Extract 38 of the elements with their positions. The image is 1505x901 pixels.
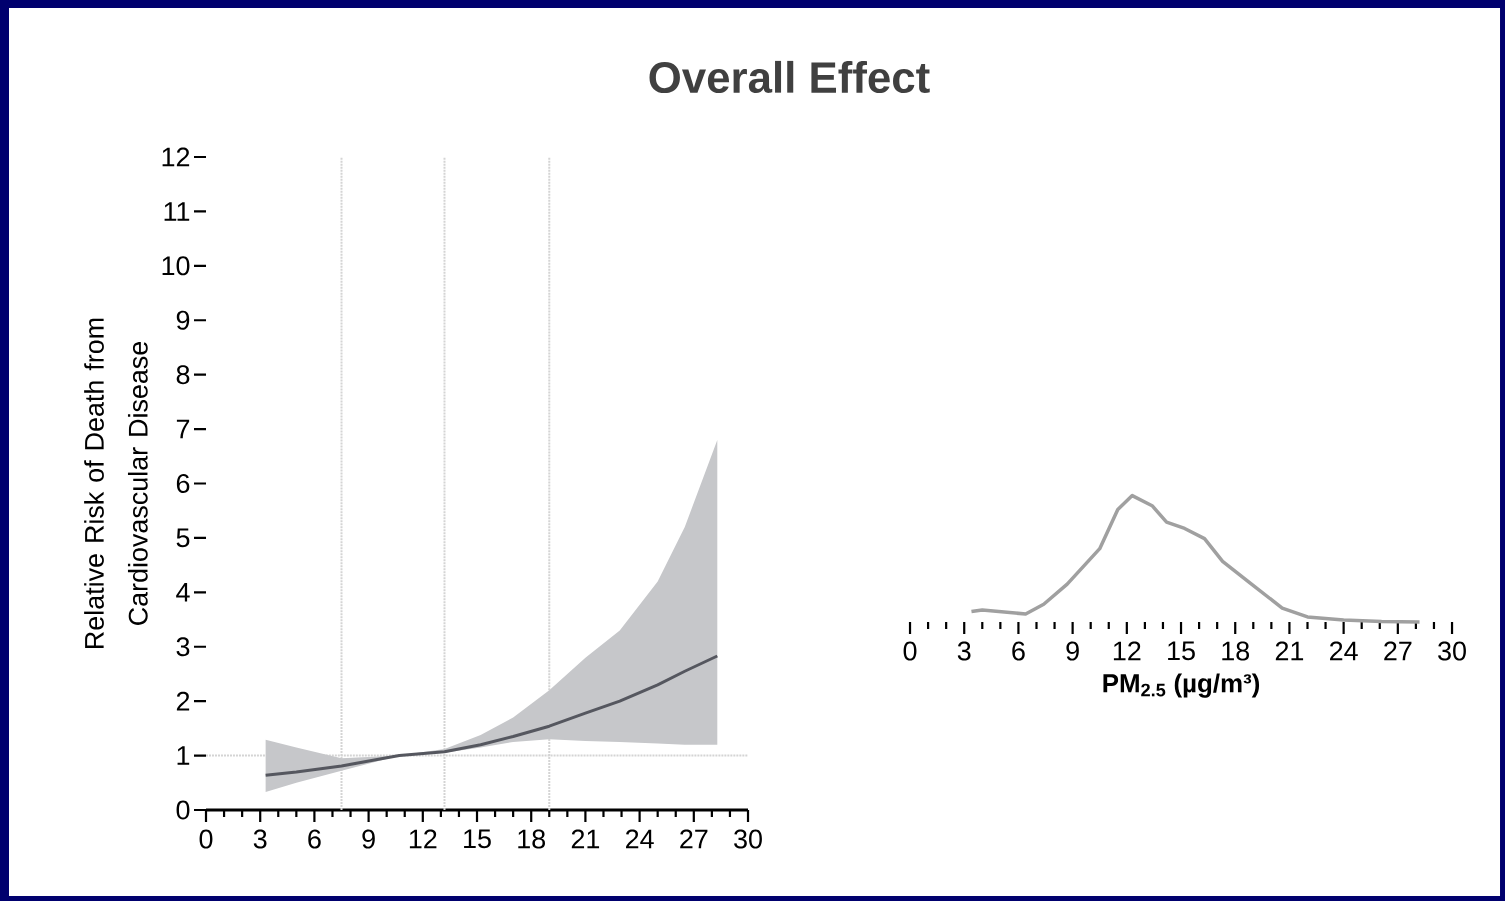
x-tick-label: 27 — [680, 829, 708, 849]
line-series — [264, 654, 719, 777]
x-tick-label: 6 — [308, 829, 321, 849]
y-tick-label: 4 — [176, 583, 190, 602]
x-tick-label: 27 — [1384, 641, 1412, 661]
x-tick-label: 24 — [626, 829, 654, 849]
y-tick-label: 1 — [177, 746, 190, 765]
x-tick-label: 30 — [734, 829, 762, 849]
x-tick-label: 6 — [1012, 641, 1025, 661]
y-tick-label: 2 — [176, 691, 190, 711]
x-tick-label: 21 — [571, 829, 600, 849]
x-tick-label: 24 — [1330, 641, 1358, 661]
y-axis-title: Relative Risk of Death from Cardiovascular Disease — [84, 318, 148, 648]
x-tick-label: 12 — [1113, 641, 1141, 661]
x-tick-label: 15 — [464, 829, 491, 849]
x-tick-label: 3 — [957, 641, 971, 661]
x-tick-label: 21 — [1275, 641, 1304, 661]
x-tick-label: 30 — [1438, 641, 1466, 661]
y-tick-label: 7 — [176, 419, 190, 439]
x-tick-label: 3 — [253, 829, 267, 849]
x-tick-label: 9 — [362, 829, 375, 849]
y-tick-label: 11 — [164, 202, 190, 221]
y-tick-label: 0 — [176, 800, 190, 820]
x-tick-label: 18 — [518, 829, 545, 849]
y-tick-label: 9 — [176, 310, 190, 330]
x-tick-label: 18 — [1222, 641, 1250, 661]
y-tick-label: 12 — [162, 147, 190, 167]
y-tick-label: 6 — [176, 473, 190, 494]
x-tick-label: 0 — [903, 641, 917, 661]
x-tick-label: 0 — [199, 829, 213, 849]
x-axis-title: PM$_{2.5}$ (µg/m³) — [1103, 673, 1260, 698]
y-tick-label: 10 — [162, 256, 190, 276]
y-tick-label: 8 — [176, 365, 190, 385]
x-tick-label: 9 — [1066, 641, 1079, 661]
chart-title: Overall Effect — [649, 60, 930, 94]
x-tick-label: 12 — [409, 829, 437, 849]
x-tick-label: 15 — [1168, 641, 1195, 661]
y-tick-label: 5 — [176, 528, 190, 548]
